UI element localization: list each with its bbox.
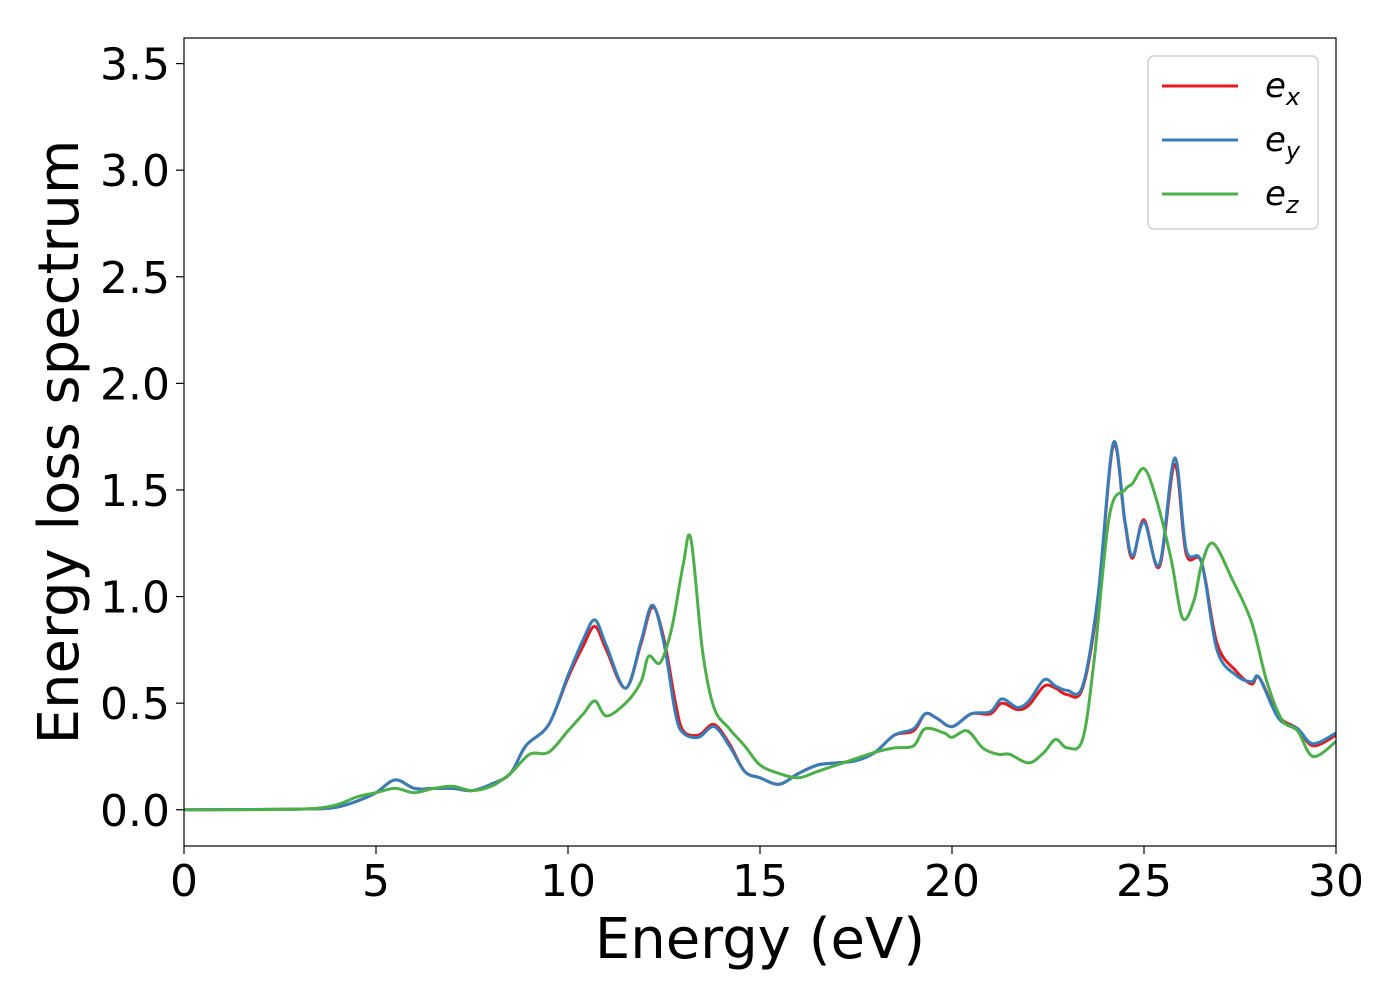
y-axis: 0.0 0.5 1.0 1.5 2.0 2.5 3.0 3.5	[100, 40, 184, 837]
x-tick-label: 0	[170, 856, 198, 907]
y-tick-label: 1.5	[100, 466, 170, 517]
x-tick-label: 25	[1116, 856, 1172, 907]
legend-label-y: ey	[1265, 120, 1301, 165]
y-tick-label: 3.5	[100, 40, 170, 91]
legend-box	[1147, 55, 1319, 230]
y-tick-label: 3.0	[100, 146, 170, 197]
legend: ex ey ez	[1147, 55, 1319, 230]
x-tick-label: 10	[540, 856, 596, 907]
y-tick-label: 1.0	[100, 573, 170, 624]
y-tick-label: 0.0	[100, 786, 170, 837]
x-tick-label: 30	[1308, 856, 1364, 907]
plot-lines	[183, 440, 1337, 812]
legend-label-x: ex	[1265, 66, 1301, 111]
y-axis-label: Energy loss spectrum	[27, 140, 92, 745]
x-axis: 0 5 10 15 20 25 30	[170, 846, 1364, 907]
y-tick-label: 0.5	[100, 679, 170, 730]
series-line-y	[183, 440, 1337, 812]
series-line-z	[183, 466, 1337, 812]
series-line-x	[183, 442, 1337, 812]
x-tick-label: 15	[732, 856, 788, 907]
legend-label-z: ez	[1265, 174, 1300, 219]
x-tick-label: 20	[924, 856, 980, 907]
y-tick-label: 2.0	[100, 359, 170, 410]
y-tick-label: 2.5	[100, 253, 170, 304]
x-axis-label: Energy (eV)	[595, 907, 925, 972]
x-tick-label: 5	[362, 856, 390, 907]
